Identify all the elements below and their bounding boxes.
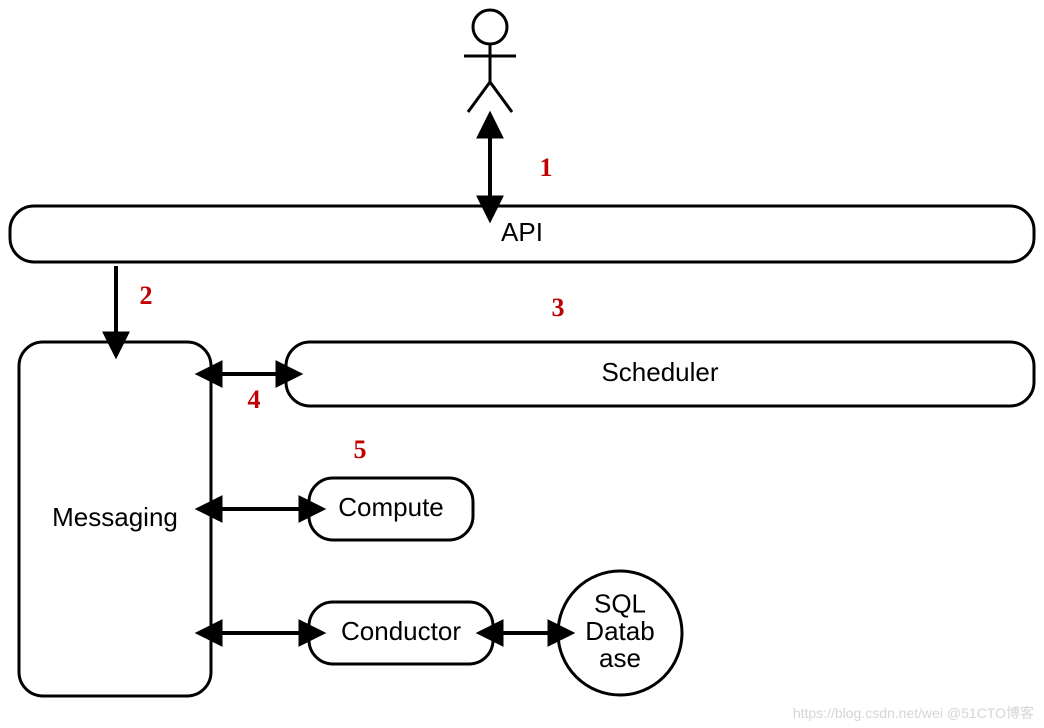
actor-icon (464, 10, 516, 112)
node-messaging-label: Messaging (52, 502, 178, 532)
node-conductor-label: Conductor (341, 616, 461, 646)
node-scheduler: Scheduler (286, 342, 1034, 406)
step-number-4: 4 (248, 385, 261, 414)
step-number-2: 2 (140, 281, 153, 310)
node-conductor: Conductor (309, 602, 493, 664)
node-sqldb-label-line-0: SQL (594, 589, 646, 619)
node-compute: Compute (309, 478, 473, 540)
node-sqldb: SQLDatabase (558, 571, 682, 695)
step-number-3: 3 (552, 293, 565, 322)
watermark-text: https://blog.csdn.net/wei @51CTO博客 (793, 705, 1034, 721)
node-api-label: API (501, 217, 543, 247)
node-scheduler-label: Scheduler (601, 357, 718, 387)
step-number-1: 1 (540, 153, 553, 182)
step-number-5: 5 (354, 435, 367, 464)
node-api: API (10, 206, 1034, 262)
node-messaging: Messaging (19, 342, 211, 696)
node-sqldb-label-line-1: Datab (585, 616, 654, 646)
node-sqldb-label-line-2: ase (599, 643, 641, 673)
node-compute-label: Compute (338, 492, 444, 522)
